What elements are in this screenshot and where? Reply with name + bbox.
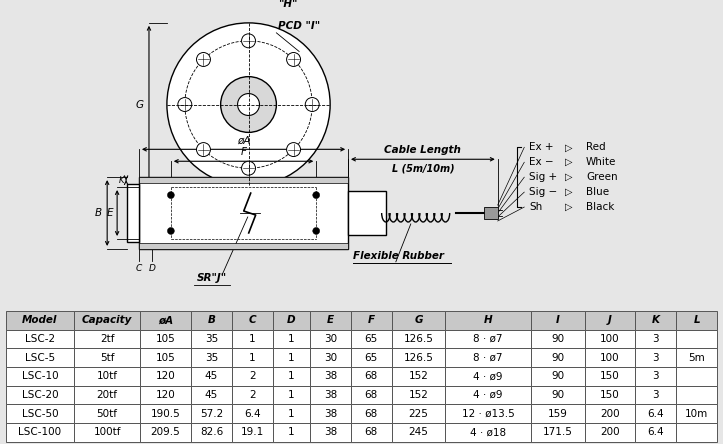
Text: G: G xyxy=(136,99,144,110)
Text: ▷: ▷ xyxy=(565,172,573,182)
Text: Sig +: Sig + xyxy=(529,172,557,182)
Text: Blue: Blue xyxy=(586,187,609,197)
Circle shape xyxy=(197,52,210,67)
Circle shape xyxy=(168,192,174,198)
Text: B: B xyxy=(95,208,102,218)
Text: Ex −: Ex − xyxy=(529,157,554,167)
Text: Flexible Rubber: Flexible Rubber xyxy=(353,251,444,261)
Text: Ex +: Ex + xyxy=(529,143,554,152)
Text: øA: øA xyxy=(237,135,250,145)
Text: K: K xyxy=(119,176,124,185)
Text: SR"J": SR"J" xyxy=(197,273,227,283)
Circle shape xyxy=(286,52,301,67)
FancyBboxPatch shape xyxy=(139,177,348,183)
Text: ▷: ▷ xyxy=(565,187,573,197)
Text: D: D xyxy=(148,264,155,273)
Text: "H": "H" xyxy=(278,0,298,9)
Text: PCD "I": PCD "I" xyxy=(278,21,320,31)
Circle shape xyxy=(197,143,210,157)
FancyBboxPatch shape xyxy=(484,207,497,219)
Circle shape xyxy=(238,94,260,115)
Text: Sig −: Sig − xyxy=(529,187,557,197)
FancyBboxPatch shape xyxy=(139,243,348,249)
Text: E: E xyxy=(107,208,113,218)
Circle shape xyxy=(305,98,319,111)
Circle shape xyxy=(286,143,301,157)
Circle shape xyxy=(167,23,330,186)
Circle shape xyxy=(178,98,192,111)
Text: Green: Green xyxy=(586,172,617,182)
Text: ▷: ▷ xyxy=(565,143,573,152)
Text: ▷: ▷ xyxy=(565,157,573,167)
Text: Red: Red xyxy=(586,143,606,152)
Text: White: White xyxy=(586,157,616,167)
Text: ▷: ▷ xyxy=(565,202,573,212)
FancyBboxPatch shape xyxy=(348,191,386,235)
Text: Sh: Sh xyxy=(529,202,542,212)
Text: L (5m/10m): L (5m/10m) xyxy=(392,163,454,173)
FancyBboxPatch shape xyxy=(139,177,348,249)
Text: Cable Length: Cable Length xyxy=(385,145,461,155)
Text: F: F xyxy=(241,147,247,157)
Text: C: C xyxy=(136,264,142,273)
Circle shape xyxy=(241,161,255,175)
Circle shape xyxy=(168,227,174,234)
Circle shape xyxy=(241,34,255,48)
Text: Black: Black xyxy=(586,202,615,212)
Circle shape xyxy=(313,192,320,198)
FancyBboxPatch shape xyxy=(127,184,139,242)
Circle shape xyxy=(313,227,320,234)
Circle shape xyxy=(221,77,276,132)
